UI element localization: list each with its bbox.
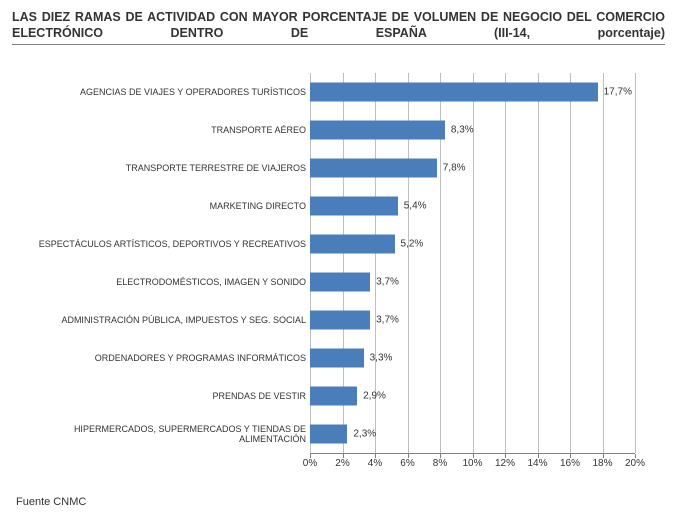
x-tick-label: 14% [527,458,547,469]
plot-cell: 2,9% [310,377,635,415]
value-label: 3,3% [370,353,393,364]
plot-cell: 2,3% [310,415,635,453]
x-tick-label: 18% [592,458,612,469]
bar-row: ELECTRODOMÉSTICOS, IMAGEN Y SONIDO 3,7% [20,263,635,301]
value-label: 2,9% [363,391,386,402]
plot-cell: 3,3% [310,339,635,377]
value-label: 5,2% [401,239,424,250]
bar [310,387,357,406]
bar-row: ESPECTÁCULOS ARTÍSTICOS, DEPORTIVOS Y RE… [20,225,635,263]
x-tick-label: 16% [560,458,580,469]
bar [310,83,598,102]
x-tick-label: 6% [400,458,414,469]
category-label: TRANSPORTE TERRESTRE DE VIAJEROS [20,163,310,173]
plot-cell: 8,3% [310,111,635,149]
bar-row: ORDENADORES Y PROGRAMAS INFORMÁTICOS 3,3% [20,339,635,377]
x-tick-label: 10% [462,458,482,469]
plot-cell: 3,7% [310,301,635,339]
bar [310,311,370,330]
bar [310,235,395,254]
bar-row: HIPERMERCADOS, SUPERMERCADOS Y TIENDAS D… [20,415,635,453]
bar-row: PRENDAS DE VESTIR 2,9% [20,377,635,415]
bar-row: TRANSPORTE TERRESTRE DE VIAJEROS 7,8% [20,149,635,187]
bar [310,197,398,216]
x-tick-label: 0% [303,458,317,469]
x-tick-label: 2% [335,458,349,469]
bar [310,425,347,444]
category-label: ELECTRODOMÉSTICOS, IMAGEN Y SONIDO [20,277,310,287]
source-label: Fuente CNMC [16,496,86,508]
plot-cell: 3,7% [310,263,635,301]
plot-cell: 7,8% [310,149,635,187]
value-label: 17,7% [604,87,632,98]
category-label: ADMINISTRACIÓN PÚBLICA, IMPUESTOS Y SEG.… [20,315,310,325]
value-label: 3,7% [376,277,399,288]
gridline [635,73,636,453]
category-label: ESPECTÁCULOS ARTÍSTICOS, DEPORTIVOS Y RE… [20,239,310,249]
plot-cell: 5,4% [310,187,635,225]
value-label: 5,4% [404,201,427,212]
value-label: 2,3% [353,429,376,440]
bar [310,121,445,140]
value-label: 8,3% [451,125,474,136]
category-label: PRENDAS DE VESTIR [20,391,310,401]
value-label: 3,7% [376,315,399,326]
bar-row: AGENCIAS DE VIAJES Y OPERADORES TURÍSTIC… [20,73,635,111]
category-label: TRANSPORTE AÉREO [20,125,310,135]
x-tick-label: 12% [495,458,515,469]
x-tick-label: 4% [368,458,382,469]
plot-cell: 17,7% [310,73,635,111]
bar [310,349,364,368]
x-tick-label: 20% [625,458,645,469]
bar-row: TRANSPORTE AÉREO 8,3% [20,111,635,149]
bar-row: MARKETING DIRECTO 5,4% [20,187,635,225]
plot-cell: 5,2% [310,225,635,263]
x-tick-label: 8% [433,458,447,469]
x-axis: 0%2%4%6%8%10%12%14%16%18%20% [310,453,635,473]
bar [310,273,370,292]
category-label: ORDENADORES Y PROGRAMAS INFORMÁTICOS [20,353,310,363]
chart: AGENCIAS DE VIAJES Y OPERADORES TURÍSTIC… [20,73,635,473]
value-label: 7,8% [443,163,466,174]
chart-title: LAS DIEZ RAMAS DE ACTIVIDAD CON MAYOR PO… [12,10,665,45]
bars-container: AGENCIAS DE VIAJES Y OPERADORES TURÍSTIC… [20,73,635,453]
category-label: AGENCIAS DE VIAJES Y OPERADORES TURÍSTIC… [20,87,310,97]
bar-row: ADMINISTRACIÓN PÚBLICA, IMPUESTOS Y SEG.… [20,301,635,339]
category-label: HIPERMERCADOS, SUPERMERCADOS Y TIENDAS D… [20,424,310,445]
category-label: MARKETING DIRECTO [20,201,310,211]
bar [310,159,437,178]
